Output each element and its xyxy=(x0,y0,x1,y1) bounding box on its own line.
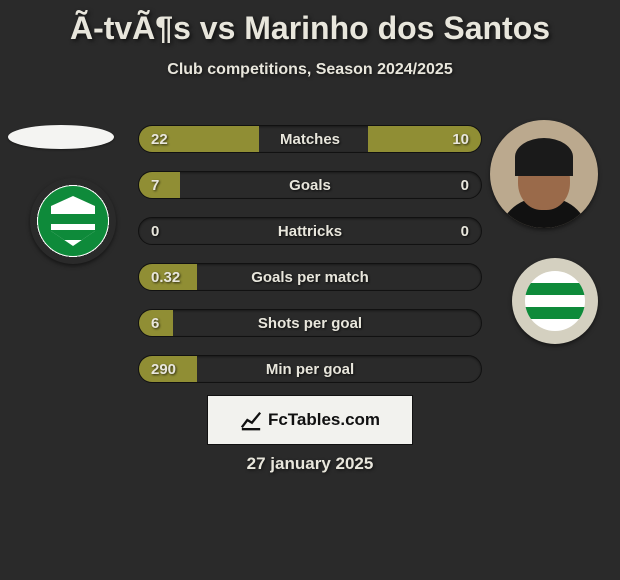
stat-row: 70Goals xyxy=(138,171,482,199)
stat-row: 00Hattricks xyxy=(138,217,482,245)
stat-label: Min per goal xyxy=(139,356,481,383)
player-left-avatar xyxy=(8,125,114,149)
stat-label: Goals xyxy=(139,172,481,199)
stat-row: 6Shots per goal xyxy=(138,309,482,337)
stat-label: Goals per match xyxy=(139,264,481,291)
subtitle: Club competitions, Season 2024/2025 xyxy=(0,61,620,79)
club-left-crest xyxy=(30,178,116,264)
chart-icon xyxy=(240,409,262,431)
stat-label: Shots per goal xyxy=(139,310,481,337)
shield-icon xyxy=(51,196,95,246)
watermark-text: FcTables.com xyxy=(268,410,380,430)
stat-row: 0.32Goals per match xyxy=(138,263,482,291)
date-label: 27 january 2025 xyxy=(0,454,620,474)
watermark: FcTables.com xyxy=(207,395,413,445)
stat-row: 290Min per goal xyxy=(138,355,482,383)
stat-row: 2210Matches xyxy=(138,125,482,153)
stat-label: Matches xyxy=(139,126,481,153)
stats-table: 2210Matches 70Goals 00Hattricks 0.32Goals p… xyxy=(138,125,482,401)
player-right-avatar xyxy=(490,120,598,228)
club-right-crest xyxy=(512,258,598,344)
page-title: Ã-tvÃ¶s vs Marinho dos Santos xyxy=(0,0,620,47)
stat-label: Hattricks xyxy=(139,218,481,245)
